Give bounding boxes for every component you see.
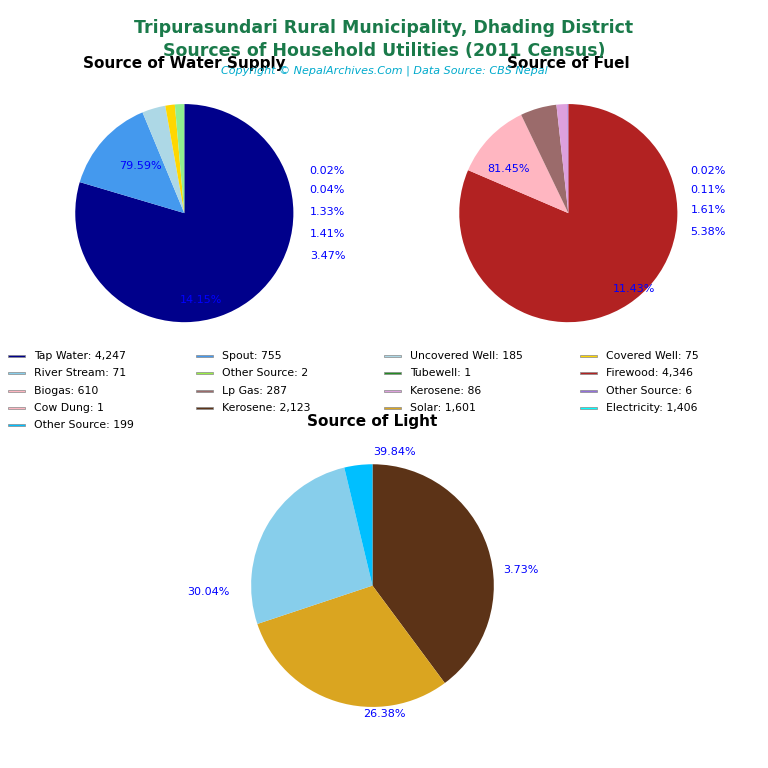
Text: Uncovered Well: 185: Uncovered Well: 185 <box>410 351 523 361</box>
Text: Electricity: 1,406: Electricity: 1,406 <box>606 403 697 413</box>
Text: Kerosene: 86: Kerosene: 86 <box>410 386 482 396</box>
FancyBboxPatch shape <box>580 356 597 357</box>
FancyBboxPatch shape <box>384 407 401 409</box>
Text: 0.02%: 0.02% <box>310 166 345 176</box>
Text: Spout: 755: Spout: 755 <box>222 351 282 361</box>
FancyBboxPatch shape <box>8 356 25 357</box>
Text: Tap Water: 4,247: Tap Water: 4,247 <box>34 351 126 361</box>
Text: River Stream: 71: River Stream: 71 <box>34 369 126 379</box>
Text: Kerosene: 2,123: Kerosene: 2,123 <box>222 403 310 413</box>
Text: 0.02%: 0.02% <box>690 166 726 176</box>
Wedge shape <box>251 468 372 624</box>
Title: Source of Fuel: Source of Fuel <box>507 57 630 71</box>
FancyBboxPatch shape <box>384 389 401 392</box>
Wedge shape <box>75 104 293 323</box>
Text: 1.61%: 1.61% <box>690 205 726 215</box>
Text: 11.43%: 11.43% <box>613 283 655 293</box>
Text: 0.04%: 0.04% <box>310 186 345 196</box>
FancyBboxPatch shape <box>196 356 213 357</box>
Text: 79.59%: 79.59% <box>119 161 162 171</box>
Wedge shape <box>468 114 568 213</box>
Wedge shape <box>257 585 445 707</box>
FancyBboxPatch shape <box>8 407 25 409</box>
FancyBboxPatch shape <box>196 389 213 392</box>
Text: Biogas: 610: Biogas: 610 <box>34 386 98 396</box>
Wedge shape <box>175 104 184 213</box>
Text: 39.84%: 39.84% <box>373 446 415 456</box>
Text: 14.15%: 14.15% <box>180 295 222 305</box>
Text: Solar: 1,601: Solar: 1,601 <box>410 403 476 413</box>
Text: 1.41%: 1.41% <box>310 229 345 239</box>
Wedge shape <box>344 464 372 585</box>
Text: Lp Gas: 287: Lp Gas: 287 <box>222 386 287 396</box>
Text: Tubewell: 1: Tubewell: 1 <box>410 369 472 379</box>
Text: Tripurasundari Rural Municipality, Dhading District: Tripurasundari Rural Municipality, Dhadi… <box>134 19 634 37</box>
FancyBboxPatch shape <box>196 372 213 374</box>
Title: Source of Water Supply: Source of Water Supply <box>83 57 286 71</box>
FancyBboxPatch shape <box>8 389 25 392</box>
Text: 26.38%: 26.38% <box>363 709 406 719</box>
Wedge shape <box>143 106 184 213</box>
Text: Other Source: 199: Other Source: 199 <box>34 420 134 430</box>
FancyBboxPatch shape <box>8 424 25 426</box>
Text: 5.38%: 5.38% <box>690 227 726 237</box>
Wedge shape <box>556 104 568 213</box>
FancyBboxPatch shape <box>580 372 597 374</box>
Text: Covered Well: 75: Covered Well: 75 <box>606 351 699 361</box>
Wedge shape <box>372 464 494 683</box>
Wedge shape <box>80 112 184 213</box>
FancyBboxPatch shape <box>196 407 213 409</box>
Wedge shape <box>165 104 184 213</box>
Text: 1.33%: 1.33% <box>310 207 345 217</box>
Text: Cow Dung: 1: Cow Dung: 1 <box>34 403 104 413</box>
Text: 3.73%: 3.73% <box>504 565 539 575</box>
FancyBboxPatch shape <box>580 389 597 392</box>
FancyBboxPatch shape <box>580 407 597 409</box>
Wedge shape <box>459 104 677 322</box>
Text: Other Source: 6: Other Source: 6 <box>606 386 692 396</box>
Text: 0.11%: 0.11% <box>690 186 726 196</box>
Title: Source of Light: Source of Light <box>307 414 438 429</box>
Text: 30.04%: 30.04% <box>187 588 230 598</box>
FancyBboxPatch shape <box>384 372 401 374</box>
FancyBboxPatch shape <box>384 356 401 357</box>
Text: 81.45%: 81.45% <box>487 164 530 174</box>
Text: Firewood: 4,346: Firewood: 4,346 <box>606 369 693 379</box>
FancyBboxPatch shape <box>8 372 25 374</box>
Text: Sources of Household Utilities (2011 Census): Sources of Household Utilities (2011 Cen… <box>163 42 605 60</box>
Text: Other Source: 2: Other Source: 2 <box>222 369 308 379</box>
Wedge shape <box>521 104 568 213</box>
Text: Copyright © NepalArchives.Com | Data Source: CBS Nepal: Copyright © NepalArchives.Com | Data Sou… <box>220 65 548 76</box>
Text: 3.47%: 3.47% <box>310 251 346 261</box>
